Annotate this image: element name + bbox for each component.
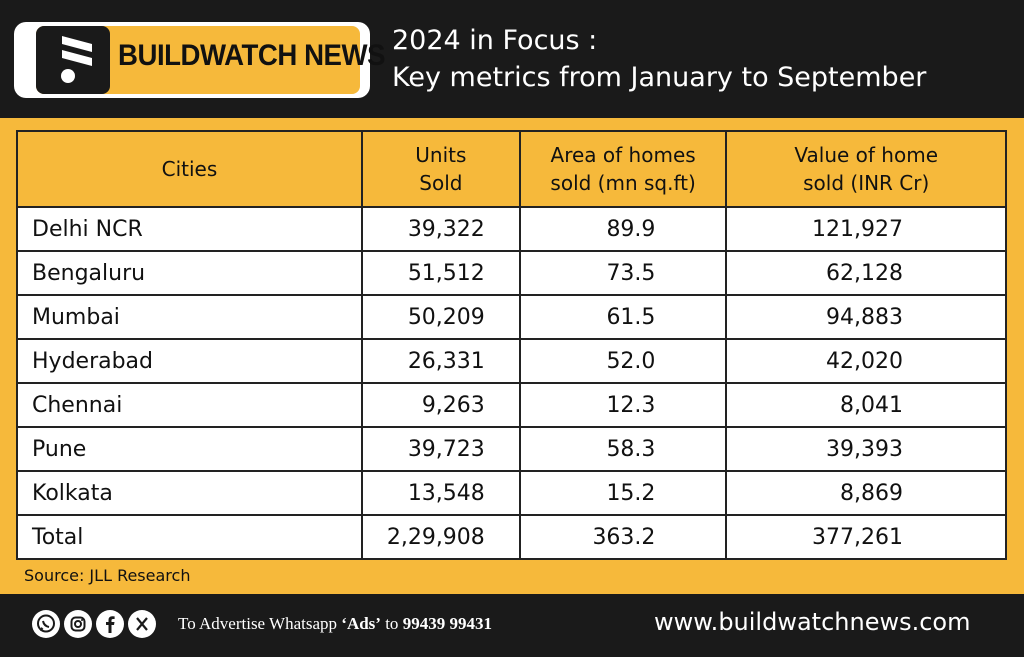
units-cell: 9,263 bbox=[360, 382, 521, 428]
source-note: Source: JLL Research bbox=[24, 566, 191, 585]
value-cell: 377,261 bbox=[725, 514, 1007, 560]
table-row: Mumbai 50,209 61.5 94,883 bbox=[16, 294, 1007, 340]
value-cell: 8,869 bbox=[725, 470, 1007, 516]
city-cell: Kolkata bbox=[16, 470, 363, 516]
area-cell: 89.9 bbox=[518, 206, 728, 252]
metrics-table: Cities Units Sold Area of homes sold (mn… bbox=[16, 130, 1007, 560]
city-cell: Bengaluru bbox=[16, 250, 363, 296]
table-row: Kolkata 13,548 15.2 8,869 bbox=[16, 470, 1007, 516]
value-cell: 94,883 bbox=[725, 294, 1007, 340]
units-cell: 51,512 bbox=[360, 250, 521, 296]
units-cell: 26,331 bbox=[360, 338, 521, 384]
advert-number: 99439 99431 bbox=[402, 614, 492, 633]
whatsapp-icon[interactable] bbox=[32, 610, 60, 638]
area-cell: 363.2 bbox=[518, 514, 728, 560]
units-cell: 13,548 bbox=[360, 470, 521, 516]
units-cell: 39,723 bbox=[360, 426, 521, 472]
header-area-sold: Area of homes sold (mn sq.ft) bbox=[518, 130, 728, 208]
city-cell: Pune bbox=[16, 426, 363, 472]
total-row: Total 2,29,908 363.2 377,261 bbox=[16, 514, 1007, 560]
footer: To Advertise Whatsapp ‘Ads’ to 99439 994… bbox=[0, 594, 1024, 657]
value-cell: 62,128 bbox=[725, 250, 1007, 296]
city-cell: Mumbai bbox=[16, 294, 363, 340]
header-units-sold: Units Sold bbox=[360, 130, 521, 208]
brand-name: BUILDWATCH NEWS bbox=[118, 39, 386, 72]
instagram-icon[interactable] bbox=[64, 610, 92, 638]
area-cell: 58.3 bbox=[518, 426, 728, 472]
area-cell: 52.0 bbox=[518, 338, 728, 384]
area-cell: 61.5 bbox=[518, 294, 728, 340]
x-icon[interactable] bbox=[128, 610, 156, 638]
area-cell: 12.3 bbox=[518, 382, 728, 428]
area-cell: 15.2 bbox=[518, 470, 728, 516]
advert-text: To Advertise Whatsapp ‘Ads’ to 99439 994… bbox=[178, 614, 492, 633]
city-cell: Total bbox=[16, 514, 363, 560]
value-cell: 121,927 bbox=[725, 206, 1007, 252]
metrics-panel: Cities Units Sold Area of homes sold (mn… bbox=[0, 118, 1024, 594]
headline-line2: Key metrics from January to September bbox=[392, 62, 927, 93]
table-row: Delhi NCR 39,322 89.9 121,927 bbox=[16, 206, 1007, 252]
brand-logo: BUILDWATCH NEWS bbox=[14, 22, 385, 98]
city-cell: Hyderabad bbox=[16, 338, 363, 384]
units-cell: 2,29,908 bbox=[360, 514, 521, 560]
area-cell: 73.5 bbox=[518, 250, 728, 296]
headline-line1: 2024 in Focus : bbox=[392, 25, 598, 56]
table-row: Chennai 9,263 12.3 8,041 bbox=[16, 382, 1007, 428]
units-cell: 50,209 bbox=[360, 294, 521, 340]
table-row: Pune 39,723 58.3 39,393 bbox=[16, 426, 1007, 472]
header-value-sold: Value of home sold (INR Cr) bbox=[725, 130, 1007, 208]
facebook-icon[interactable] bbox=[96, 610, 124, 638]
table-row: Hyderabad 26,331 52.0 42,020 bbox=[16, 338, 1007, 384]
units-cell: 39,322 bbox=[360, 206, 521, 252]
table-header-row: Cities Units Sold Area of homes sold (mn… bbox=[16, 130, 1007, 208]
table-row: Bengaluru 51,512 73.5 62,128 bbox=[16, 250, 1007, 296]
value-cell: 8,041 bbox=[725, 382, 1007, 428]
city-cell: Delhi NCR bbox=[16, 206, 363, 252]
city-cell: Chennai bbox=[16, 382, 363, 428]
value-cell: 42,020 bbox=[725, 338, 1007, 384]
website-link[interactable]: www.buildwatchnews.com bbox=[654, 608, 971, 636]
buildwatch-logo-icon bbox=[36, 26, 110, 94]
value-cell: 39,393 bbox=[725, 426, 1007, 472]
header: BUILDWATCH NEWS 2024 in Focus : Key metr… bbox=[0, 0, 1024, 118]
headline: 2024 in Focus : Key metrics from January… bbox=[392, 22, 926, 96]
header-cities: Cities bbox=[16, 130, 363, 208]
